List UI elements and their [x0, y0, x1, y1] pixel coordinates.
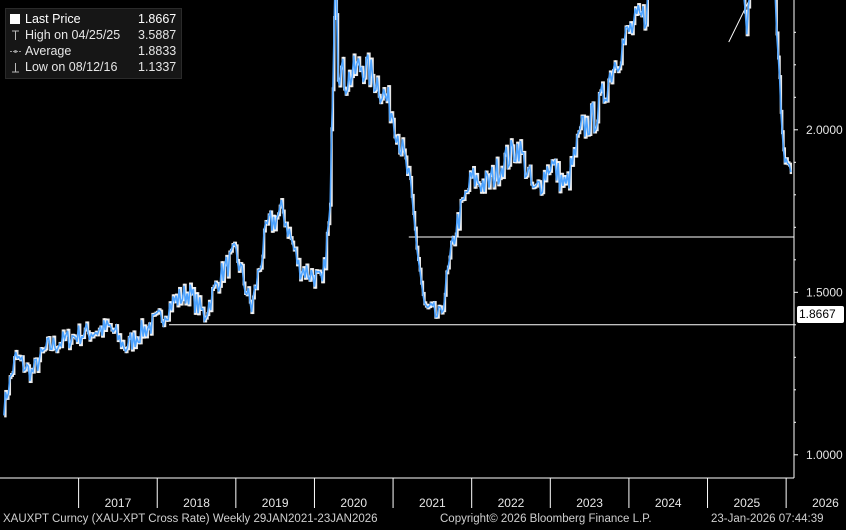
legend-label: High on 04/25/25 [25, 28, 121, 42]
price-candle [646, 0, 649, 27]
price-candle [281, 198, 285, 214]
price-candle [275, 215, 278, 232]
y-tick-label: 1.5000 [806, 285, 843, 299]
x-tick-label: 2021 [419, 496, 446, 510]
legend-value: 3.5887 [138, 28, 177, 42]
legend-value: 1.8833 [138, 44, 177, 58]
x-tick-label: 2017 [105, 496, 132, 510]
price-candle [264, 219, 267, 233]
price-candle [747, 4, 750, 37]
price-candle [140, 318, 143, 345]
price-candle [236, 244, 239, 263]
legend-value: 1.8667 [138, 12, 177, 26]
legend-label: Last Price [25, 12, 81, 26]
price-candle [116, 324, 120, 343]
price-candle [355, 61, 359, 77]
price-candle [377, 75, 381, 98]
price-candle [196, 292, 200, 316]
price-candle [638, 3, 642, 15]
price-candle [151, 312, 154, 336]
price-candle [621, 38, 624, 66]
legend-item-high: High on 04/25/25 3.5887 [9, 27, 176, 43]
price-candle [593, 101, 596, 134]
x-tick-label: 2023 [576, 496, 603, 510]
price-candle [134, 330, 137, 350]
x-tick-label: 2026 [812, 496, 839, 510]
last-price-tag: 1.8667 [797, 306, 844, 323]
price-candle [242, 263, 245, 286]
price-candle [748, 0, 752, 9]
price-candle [434, 301, 437, 319]
price-candle [373, 73, 376, 94]
price-candle [497, 156, 500, 187]
price-candle [179, 286, 183, 306]
price-candle [542, 169, 546, 195]
series-line-last-price [3, 0, 792, 416]
y-tick-label: 1.0000 [806, 448, 843, 462]
average-marker-icon [9, 45, 21, 57]
x-tick-label: 2025 [733, 496, 760, 510]
x-tick-label: 2024 [655, 496, 682, 510]
high-marker-icon [9, 29, 21, 41]
price-candle [299, 257, 302, 282]
price-candle [412, 193, 415, 216]
x-tick-label: 2020 [340, 496, 367, 510]
legend-value: 1.1337 [138, 60, 177, 74]
price-candle [88, 330, 91, 342]
legend-item-average: Average 1.8833 [9, 43, 176, 59]
price-candle [105, 318, 109, 332]
price-candle [406, 155, 409, 176]
low-marker-icon [9, 61, 21, 73]
legend-item-last-price: Last Price 1.8667 [9, 11, 176, 27]
channel-lower-line [728, 0, 750, 43]
white-square-icon [9, 13, 21, 25]
footer-copyright: Copyright© 2026 Bloomberg Finance L.P. [440, 513, 652, 525]
footer-timestamp: 23-Jan-2026 07:44:39 [711, 513, 824, 525]
price-candle [468, 170, 472, 192]
chart-legend: Last Price 1.8667 High on 04/25/25 3.588… [5, 8, 183, 79]
x-tick-label: 2018 [183, 496, 210, 510]
y-tick-label: 2.0000 [806, 123, 843, 137]
price-candle [207, 299, 211, 317]
price-candle [190, 282, 194, 296]
price-candle [49, 336, 52, 352]
x-tick-label: 2019 [262, 496, 289, 510]
legend-item-low: Low on 08/12/16 1.1337 [9, 59, 176, 75]
x-tick-label: 2022 [498, 496, 525, 510]
price-candle [145, 324, 148, 339]
footer-security-description: XAUXPT Curncy (XAU-XPT Cross Rate) Weekl… [3, 513, 378, 525]
price-candle [349, 69, 352, 88]
legend-label: Low on 08/12/16 [25, 60, 118, 74]
legend-label: Average [25, 44, 72, 58]
